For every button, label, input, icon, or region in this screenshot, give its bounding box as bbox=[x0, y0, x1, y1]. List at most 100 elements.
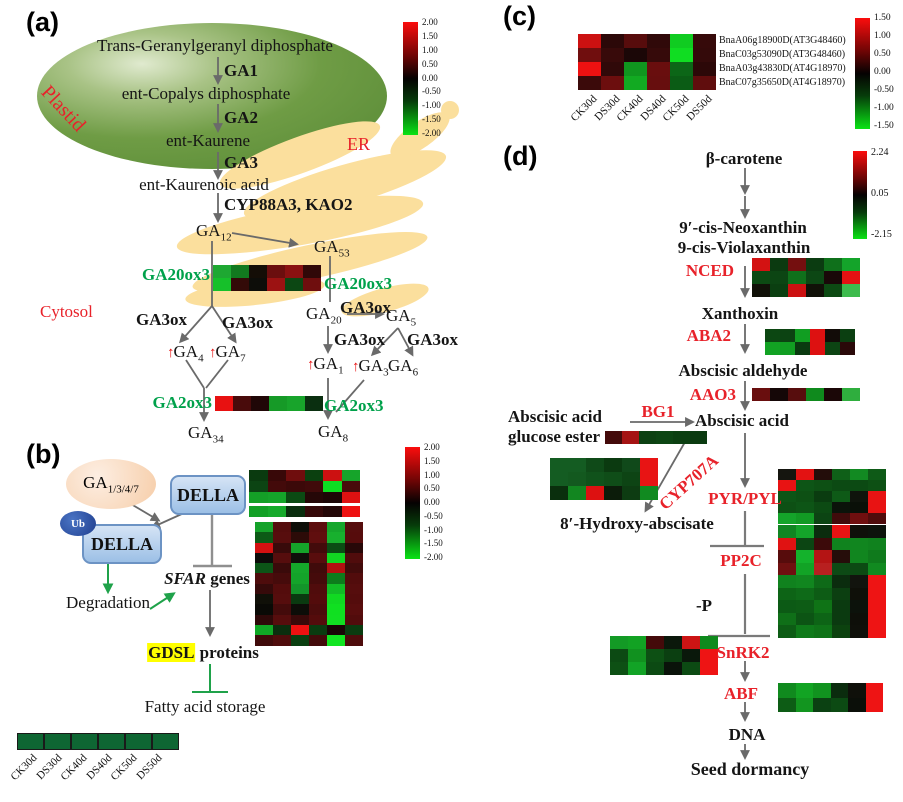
gene-row-label: BnaA06g18900D(AT3G48460) bbox=[719, 35, 846, 46]
heatmap-cell bbox=[309, 635, 327, 646]
heatmap-cell bbox=[806, 271, 824, 284]
heatmap-cell bbox=[286, 470, 305, 481]
heatmap-cell bbox=[605, 431, 622, 444]
heatmap-cell bbox=[646, 636, 664, 649]
heatmap-cell bbox=[868, 587, 886, 600]
heatmap-cell bbox=[795, 697, 813, 712]
heatmap-cell bbox=[639, 431, 656, 444]
heatmap-cell bbox=[778, 612, 796, 625]
heatmap-cell bbox=[255, 573, 273, 584]
heatmap-cell bbox=[832, 562, 850, 575]
heatmap-cell bbox=[850, 469, 868, 480]
heatmap-cell bbox=[568, 486, 586, 500]
panel-c-label: (c) bbox=[503, 1, 536, 31]
hydroxy-abscisate-label: 8′-Hydroxy-abscisate bbox=[560, 514, 714, 533]
heatmap-cell bbox=[249, 506, 268, 517]
heatmap-pyr-pyl bbox=[778, 469, 886, 524]
colorbar-tick: 1.50 bbox=[424, 455, 440, 466]
heatmap-cell bbox=[700, 649, 718, 662]
heatmap-cell bbox=[255, 614, 273, 625]
heatmap-cell bbox=[309, 532, 327, 543]
heatmap-cell bbox=[832, 513, 850, 524]
heatmap-cell bbox=[868, 600, 886, 613]
colorbar-c-ticks: 1.50 1.00 0.50 0.00 -0.50 -1.00 -1.50 bbox=[874, 13, 894, 132]
colorbar-tick: 0.50 bbox=[874, 49, 891, 60]
heatmap-cell bbox=[291, 522, 309, 533]
heatmap-cell bbox=[125, 733, 152, 750]
heatmap-cell bbox=[664, 662, 682, 675]
heatmap-cell bbox=[267, 492, 286, 503]
heatmap-cell bbox=[850, 587, 868, 600]
heatmap-cell bbox=[273, 583, 291, 595]
heatmap-cell bbox=[345, 532, 363, 543]
heatmap-cell bbox=[814, 587, 832, 600]
heatmap-cell bbox=[646, 662, 664, 675]
heatmap-cell bbox=[640, 458, 658, 472]
heatmap-cell bbox=[778, 600, 796, 613]
heatmap-cell bbox=[868, 480, 886, 491]
heatmap-cell bbox=[231, 265, 249, 278]
heatmap-cell bbox=[269, 396, 287, 411]
heatmap-cell bbox=[788, 271, 806, 284]
heatmap-cell bbox=[323, 470, 342, 481]
heatmap-cell bbox=[693, 62, 716, 76]
heatmap-aao3 bbox=[752, 388, 860, 401]
heatmap-cell bbox=[273, 522, 291, 533]
heatmap-cell bbox=[656, 431, 673, 444]
heatmap-cell bbox=[682, 649, 700, 662]
colorbar-tick: -2.00 bbox=[422, 128, 441, 138]
heatmap-cell bbox=[309, 604, 327, 615]
heatmap-cell bbox=[345, 573, 363, 584]
heatmap-cell bbox=[267, 470, 286, 481]
heatmap-cell bbox=[255, 583, 273, 595]
heatmap-cell bbox=[795, 683, 813, 698]
gdsl-proteins-label: GDSL proteins bbox=[147, 643, 259, 662]
heatmap-cell bbox=[341, 506, 360, 517]
heatmap-cell bbox=[255, 532, 273, 543]
heatmap-cell bbox=[796, 562, 814, 575]
heatmap-cell bbox=[267, 278, 285, 291]
heatmap-cell bbox=[568, 472, 586, 486]
heatmap-cell bbox=[628, 662, 646, 675]
er-label: ER bbox=[347, 134, 371, 154]
heatmap-cell bbox=[814, 480, 832, 491]
colorbar-tick: 0.00 bbox=[424, 497, 440, 507]
heatmap-cell bbox=[770, 258, 788, 271]
heatmap-cell bbox=[309, 563, 327, 574]
heatmap-cell bbox=[778, 587, 796, 600]
heatmap-cell bbox=[624, 62, 647, 76]
heatmap-cell bbox=[624, 48, 647, 62]
heatmap-cell bbox=[98, 733, 125, 750]
heatmap-cell bbox=[813, 697, 831, 712]
heatmap-cell bbox=[850, 575, 868, 588]
heatmap-cell bbox=[664, 636, 682, 649]
heatmap-cell bbox=[814, 625, 832, 638]
heatmap-cell bbox=[291, 594, 309, 605]
heatmap-cell bbox=[814, 575, 832, 588]
heatmap-cell bbox=[850, 550, 868, 563]
heatmap-cell bbox=[327, 542, 345, 553]
colorbar-tick: -1.50 bbox=[422, 114, 441, 125]
heatmap-cell bbox=[578, 76, 601, 90]
heatmap-cell bbox=[796, 587, 814, 600]
colorbar-tick: 1.00 bbox=[874, 31, 891, 42]
heatmap-cell bbox=[796, 480, 814, 491]
colorbar-tick: -0.50 bbox=[424, 510, 443, 521]
heatmap-cell bbox=[213, 265, 231, 278]
ga3ox-label-2: GA3ox bbox=[222, 313, 273, 332]
heatmap-cell bbox=[291, 573, 309, 584]
heatmap-cell bbox=[810, 329, 825, 342]
heatmap-cell bbox=[814, 612, 832, 625]
heatmap-cell bbox=[286, 506, 305, 517]
heatmap-cell bbox=[813, 683, 831, 698]
up-arrow-icon: ↑ bbox=[209, 345, 216, 361]
colorbar-tick: -2.00 bbox=[424, 552, 443, 562]
colorbar-tick: 2.00 bbox=[424, 442, 440, 452]
heatmap-cell bbox=[778, 683, 796, 698]
colorbar-tick: -0.50 bbox=[422, 86, 441, 97]
ga-complex-ellipse: GA1/3/4/7 bbox=[66, 459, 156, 509]
heatmap-cell bbox=[814, 491, 832, 502]
heatmap-cell bbox=[309, 594, 327, 605]
heatmap-cell bbox=[610, 662, 628, 675]
up-arrow-icon: ↑ bbox=[307, 357, 314, 373]
